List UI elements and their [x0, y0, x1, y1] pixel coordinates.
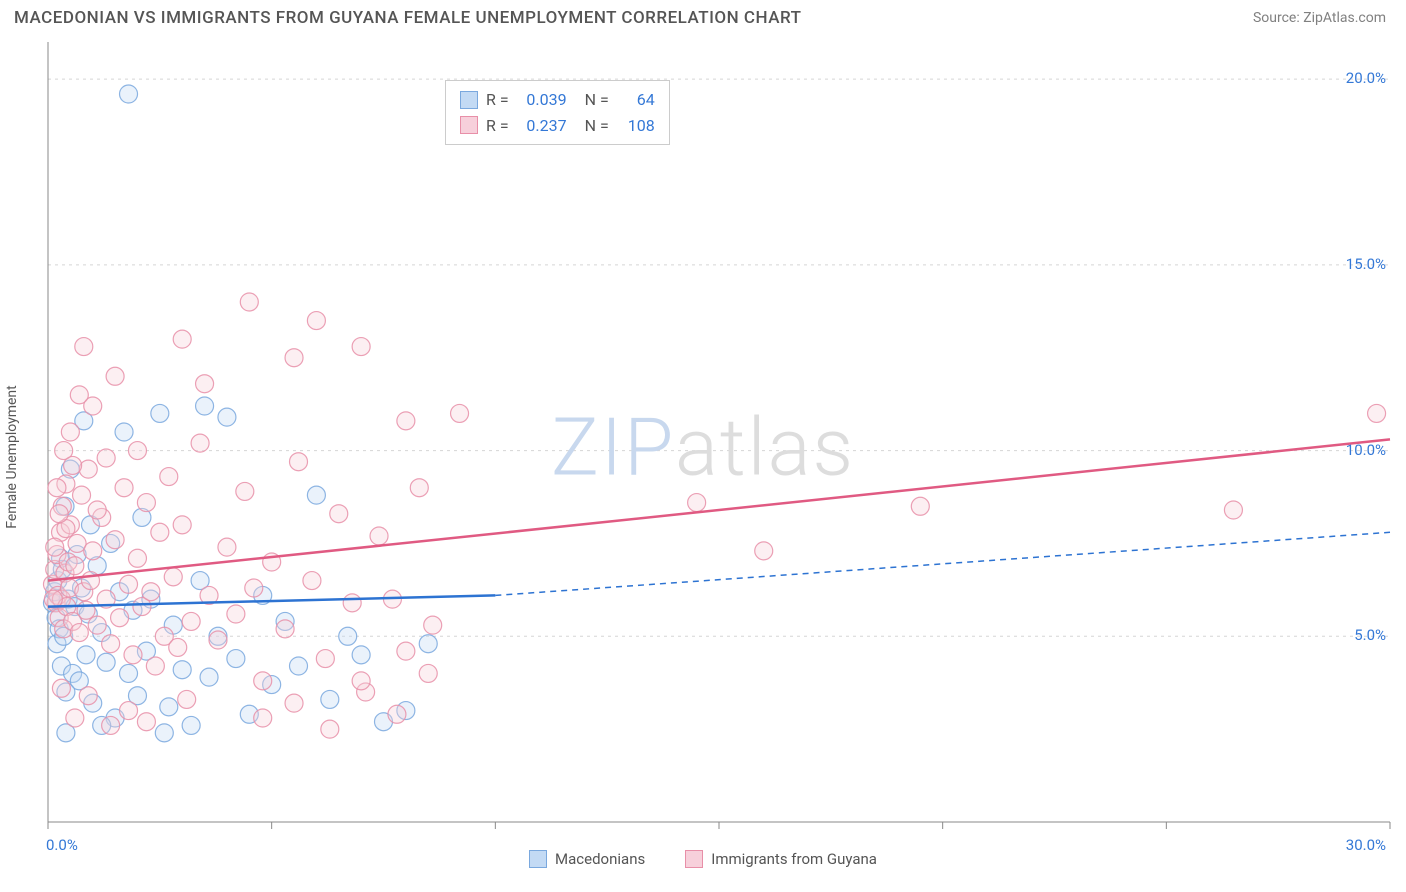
- legend-item: Macedonians: [529, 850, 645, 868]
- x-tick-label: 30.0%: [1346, 836, 1386, 854]
- scatter-chart-svg: [0, 32, 1406, 882]
- chart-title: MACEDONIAN VS IMMIGRANTS FROM GUYANA FEM…: [14, 8, 801, 28]
- y-tick-label: 20.0%: [1346, 69, 1386, 87]
- n-label: N =: [585, 113, 609, 139]
- x-tick-label: 0.0%: [46, 836, 78, 854]
- r-value: 0.237: [517, 113, 567, 139]
- n-label: N =: [585, 87, 609, 113]
- legend-item: Immigrants from Guyana: [685, 850, 877, 868]
- legend-label: Immigrants from Guyana: [711, 850, 877, 868]
- legend-bottom: Macedonians Immigrants from Guyana: [0, 850, 1406, 868]
- y-tick-label: 10.0%: [1346, 441, 1386, 459]
- r-label: R =: [486, 87, 509, 113]
- series-swatch: [460, 91, 478, 109]
- source-label: Source: ZipAtlas.com: [1253, 10, 1386, 26]
- legend-swatch: [529, 850, 547, 868]
- series-swatch: [460, 116, 478, 134]
- y-tick-label: 5.0%: [1354, 626, 1386, 644]
- n-value: 108: [617, 113, 655, 139]
- y-axis-label: Female Unemployment: [4, 385, 20, 529]
- chart-area: Female Unemployment ZIPatlas R =0.039N =…: [0, 32, 1406, 882]
- r-value: 0.039: [517, 87, 567, 113]
- correlation-row: R = 0.237 N = 108: [460, 113, 655, 139]
- n-value: 64: [617, 87, 655, 113]
- correlation-row: R = 0.039 N = 64: [460, 87, 655, 113]
- correlation-legend-box: R = 0.039 N = 64 R = 0.237 N = 108: [445, 80, 670, 145]
- title-bar: MACEDONIAN VS IMMIGRANTS FROM GUYANA FEM…: [0, 0, 1406, 32]
- y-tick-label: 15.0%: [1346, 255, 1386, 273]
- r-label: R =: [486, 113, 509, 139]
- legend-label: Macedonians: [555, 850, 645, 868]
- legend-swatch: [685, 850, 703, 868]
